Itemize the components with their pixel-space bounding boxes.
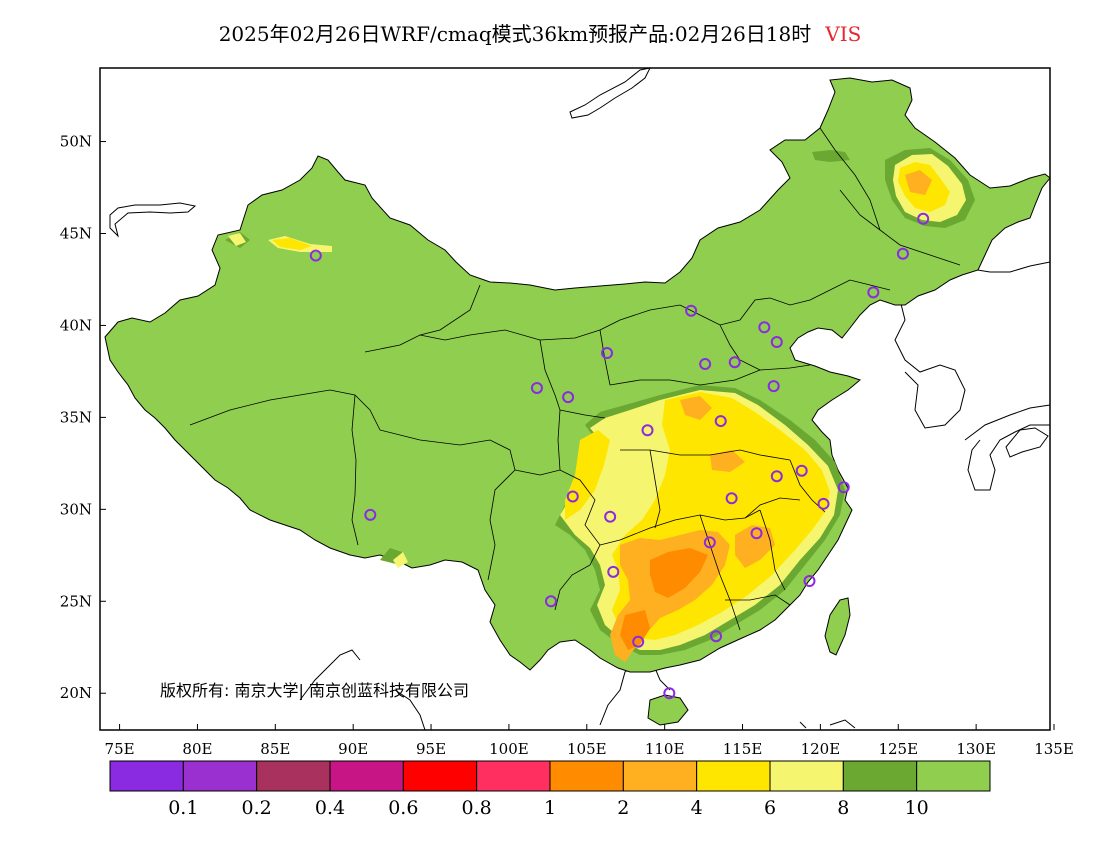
provincial-borders	[189, 127, 961, 631]
colorbar-segment	[182, 760, 258, 792]
lat-tick-label: 50N	[60, 133, 92, 151]
colorbar-segment	[842, 760, 918, 792]
lon-tick-label: 130E	[956, 740, 996, 758]
station-marker	[917, 212, 930, 225]
station-marker	[867, 286, 880, 299]
colorbar-segment	[402, 760, 478, 792]
station-marker	[710, 630, 723, 643]
colorbar-segment	[109, 760, 184, 792]
station-marker	[767, 380, 780, 393]
station-marker	[714, 415, 727, 428]
latitude-tick-labels: 20N 25N 30N 35N 40N 45N 50N	[60, 133, 106, 702]
lat-tick-label: 25N	[60, 592, 92, 610]
lon-tick-label: 105E	[567, 740, 607, 758]
title-main: 2025年02月26日WRF/cmaq模式36km预报产品:02月26日18时	[218, 22, 812, 46]
colorbar	[109, 760, 991, 792]
station-marker	[896, 247, 909, 260]
station-marker	[803, 575, 816, 588]
station-marker	[641, 424, 654, 437]
colorbar-label: 10	[905, 797, 929, 819]
lon-tick-label: 100E	[489, 740, 529, 758]
station-marker	[770, 470, 783, 483]
colorbar-segment	[696, 760, 771, 792]
longitude-tick-labels: 75E 80E 85E 90E 95E 100E 105E 110E 115E 120E 125E 1…	[105, 724, 1074, 758]
lon-tick-label: 110E	[645, 740, 685, 758]
colorbar-label: 0.4	[315, 797, 345, 819]
colorbar-label: 8	[837, 797, 849, 819]
hainan-island	[647, 694, 689, 726]
lon-tick-label: 75E	[105, 740, 135, 758]
colorbar-segment	[329, 760, 404, 792]
title-variable: VIS	[825, 22, 862, 46]
colorbar-segment	[622, 760, 698, 792]
lat-tick-label: 35N	[60, 408, 92, 426]
lon-tick-label: 95E	[416, 740, 446, 758]
colorbar-label: 0.6	[388, 797, 418, 819]
station-marker	[544, 595, 557, 608]
lat-tick-label: 45N	[60, 225, 92, 243]
lon-tick-label: 85E	[260, 740, 290, 758]
station-marker	[685, 304, 698, 317]
station-marker	[566, 490, 579, 503]
colorbar-label: 1	[544, 797, 556, 819]
lat-tick-label: 30N	[60, 500, 92, 518]
station-marker	[607, 565, 620, 578]
lat-tick-label: 20N	[60, 684, 92, 702]
lon-tick-label: 135E	[1034, 740, 1074, 758]
station-marker	[530, 381, 543, 394]
lon-tick-label: 90E	[338, 740, 368, 758]
colorbar-segment	[769, 760, 844, 792]
station-markers	[309, 212, 930, 700]
station-marker	[699, 358, 712, 371]
station-marker	[703, 536, 716, 549]
colorbar-segment	[476, 760, 551, 792]
lat-tick-label: 40N	[60, 316, 92, 334]
colorbar-label: 2	[617, 797, 629, 819]
lon-tick-label: 125E	[878, 740, 918, 758]
station-marker	[770, 335, 783, 348]
station-marker	[562, 391, 575, 404]
station-marker	[728, 356, 741, 369]
colorbar-label: 0.1	[168, 797, 198, 819]
taiwan-island	[824, 597, 851, 656]
colorbar-label: 4	[691, 797, 703, 819]
copyright-text: 版权所有: 南京大学| 南京创蓝科技有限公司	[160, 681, 469, 700]
colorbar-label: 0.8	[462, 797, 492, 819]
station-marker	[750, 527, 763, 540]
station-marker	[364, 508, 377, 521]
station-marker	[309, 249, 322, 262]
station-marker	[725, 492, 738, 505]
station-marker	[632, 635, 645, 648]
station-marker	[837, 481, 850, 494]
lon-tick-label: 115E	[723, 740, 763, 758]
colorbar-label: 6	[764, 797, 776, 819]
station-marker	[795, 464, 808, 477]
colorbar-segment	[256, 760, 331, 792]
station-marker	[663, 687, 676, 700]
colorbar-labels: 0.1 0.2 0.4 0.6 0.8 1 2 4 6 8 10	[168, 797, 929, 819]
station-marker	[758, 321, 771, 334]
lon-tick-label: 120E	[801, 740, 841, 758]
colorbar-label: 0.2	[242, 797, 272, 819]
colorbar-segment	[549, 760, 624, 792]
station-marker	[817, 497, 830, 510]
map-title: 2025年02月26日WRF/cmaq模式36km预报产品:02月26日18时 V…	[0, 18, 1080, 47]
station-marker	[604, 510, 617, 523]
colorbar-segment	[916, 760, 991, 792]
station-marker	[601, 347, 614, 360]
lon-tick-label: 80E	[182, 740, 212, 758]
